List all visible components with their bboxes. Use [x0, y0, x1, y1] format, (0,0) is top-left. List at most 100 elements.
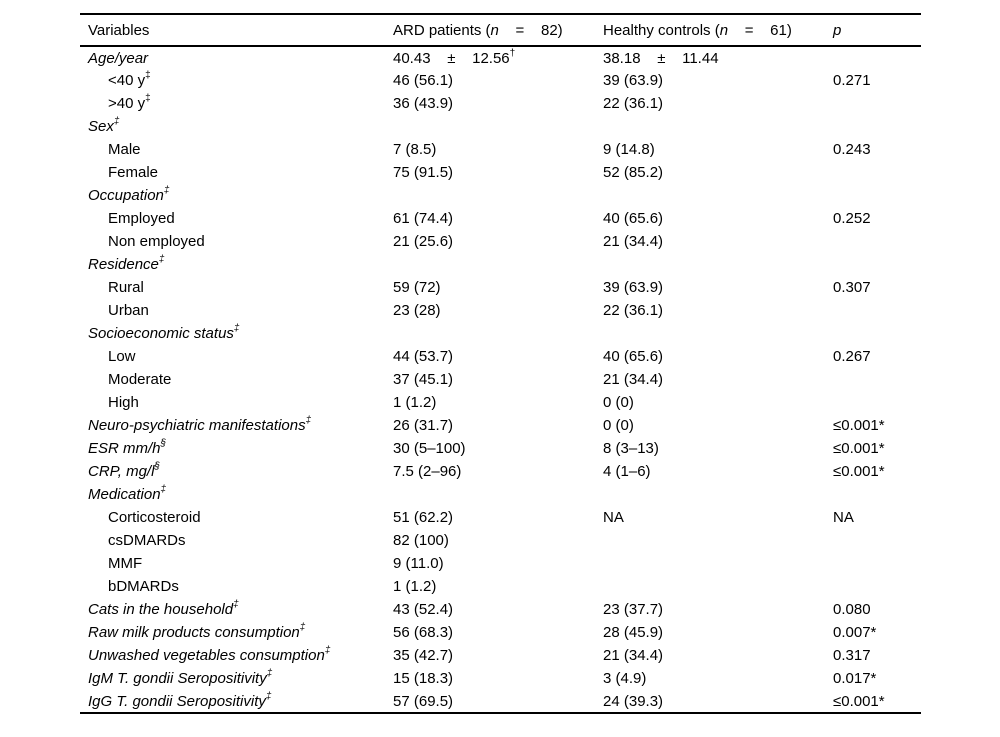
- footnote-marker: ‡: [233, 323, 240, 334]
- hc-value: 23 (37.7): [603, 601, 664, 618]
- ard-value: 56 (68.3): [393, 624, 454, 641]
- p-value-cell: [833, 184, 921, 207]
- hc-value-cell: [603, 184, 833, 207]
- hc-value-cell: [603, 529, 833, 552]
- hc-value-cell: NA: [603, 506, 833, 529]
- p-value-cell: [833, 322, 921, 345]
- table-row: Medication‡: [80, 483, 921, 506]
- row-label: CRP, mg/l: [88, 463, 155, 480]
- hc-value: 38.18 ± 11.44: [603, 49, 719, 67]
- hc-value-cell: 22 (36.1): [603, 299, 833, 322]
- row-label-cell: Male: [80, 138, 393, 161]
- row-label-cell: MMF: [80, 552, 393, 575]
- table-row: Socioeconomic status‡: [80, 322, 921, 345]
- hc-value: 39 (63.9): [603, 279, 664, 296]
- hc-value: 3 (4.9): [603, 670, 647, 687]
- p-value-cell: [833, 253, 921, 276]
- row-label: Neuro-psychiatric manifestations: [88, 417, 306, 434]
- col-header-ard-count: = 82): [498, 21, 563, 39]
- row-label-cell: Low: [80, 345, 393, 368]
- ard-value-cell: 59 (72): [393, 276, 603, 299]
- ard-value-cell: 15 (18.3): [393, 667, 603, 690]
- ard-value-cell: [393, 322, 603, 345]
- table-row: Moderate 37 (45.1) 21 (34.4): [80, 368, 921, 391]
- table-row: CRP, mg/l§ 7.5 (2–96) 4 (1–6) ≤0.001*: [80, 460, 921, 483]
- row-label-cell: IgM T. gondii Seropositivity‡: [80, 667, 393, 690]
- ard-value-cell: 7.5 (2–96): [393, 460, 603, 483]
- p-value-cell: 0.252: [833, 207, 921, 230]
- ard-value: 57 (69.5): [393, 692, 454, 710]
- footnote-marker: §: [160, 438, 167, 449]
- hc-value-cell: 21 (34.4): [603, 644, 833, 667]
- row-label-cell: Neuro-psychiatric manifestations‡: [80, 414, 393, 437]
- p-value: 0.007*: [833, 624, 877, 641]
- ard-value-cell: 61 (74.4): [393, 207, 603, 230]
- p-value: 0.243: [833, 141, 871, 158]
- ard-value-cell: 36 (43.9): [393, 92, 603, 115]
- row-label: Cats in the household: [88, 601, 234, 618]
- table-row: Low 44 (53.7) 40 (65.6) 0.267: [80, 345, 921, 368]
- ard-value-cell: 26 (31.7): [393, 414, 603, 437]
- table-row: Neuro-psychiatric manifestations‡ 26 (31.…: [80, 414, 921, 437]
- ard-value: 15 (18.3): [393, 670, 454, 687]
- hc-value: 9 (14.8): [603, 141, 655, 158]
- p-value-cell: [833, 46, 921, 69]
- row-label: Corticosteroid: [108, 509, 201, 526]
- ard-value: 75 (91.5): [393, 164, 454, 181]
- table-row: Occupation‡: [80, 184, 921, 207]
- col-header-hc-n: n: [719, 21, 729, 39]
- col-header-p: p: [833, 21, 842, 39]
- p-value: ≤0.001*: [833, 417, 885, 434]
- row-label-cell: bDMARDs: [80, 575, 393, 598]
- hc-value-cell: 52 (85.2): [603, 161, 833, 184]
- row-label: Residence: [88, 256, 159, 273]
- ard-value: 59 (72): [393, 279, 441, 296]
- ard-value-cell: 51 (62.2): [393, 506, 603, 529]
- hc-value: 22 (36.1): [603, 95, 664, 112]
- ard-value: 82 (100): [393, 532, 449, 549]
- col-header-ard-text: ARD patients (: [393, 21, 491, 39]
- p-value-cell: [833, 92, 921, 115]
- row-label-cell: Moderate: [80, 368, 393, 391]
- col-header-ard-patients: ARD patients (n = 82): [393, 14, 603, 46]
- row-label: Male: [108, 141, 141, 158]
- p-value-cell: [833, 575, 921, 598]
- footnote-marker: ‡: [158, 254, 165, 265]
- row-label: IgG T. gondii Seropositivity: [88, 692, 266, 710]
- hc-value-cell: [603, 115, 833, 138]
- ard-value-cell: 1 (1.2): [393, 575, 603, 598]
- row-label: >40 y: [108, 95, 146, 112]
- hc-value: NA: [603, 509, 624, 526]
- ard-value-cell: 30 (5–100): [393, 437, 603, 460]
- hc-value: 21 (34.4): [603, 371, 664, 388]
- ard-value-cell: 57 (69.5): [393, 690, 603, 713]
- row-label: bDMARDs: [108, 578, 179, 595]
- p-value: 0.307: [833, 279, 871, 296]
- table-row: Male 7 (8.5) 9 (14.8) 0.243: [80, 138, 921, 161]
- footnote-marker: ‡: [163, 185, 170, 196]
- table-row: ESR mm/h§ 30 (5–100) 8 (3–13) ≤0.001*: [80, 437, 921, 460]
- p-value: NA: [833, 509, 854, 526]
- p-value-cell: 0.080: [833, 598, 921, 621]
- table-row: MMF 9 (11.0): [80, 552, 921, 575]
- ard-value: 30 (5–100): [393, 440, 466, 457]
- row-label: High: [108, 394, 139, 411]
- row-label-cell: Age/year: [80, 46, 393, 69]
- hc-value: 21 (34.4): [603, 233, 664, 250]
- footnote-marker: ‡: [265, 690, 272, 702]
- col-header-healthy-controls: Healthy controls (n = 61): [603, 14, 833, 46]
- p-value-cell: [833, 161, 921, 184]
- hc-value-cell: 23 (37.7): [603, 598, 833, 621]
- row-label-cell: IgG T. gondii Seropositivity‡: [80, 690, 393, 713]
- row-label: Non employed: [108, 233, 205, 250]
- row-label: Moderate: [108, 371, 172, 388]
- row-label: Rural: [108, 279, 144, 296]
- row-label: ESR mm/h: [88, 440, 161, 457]
- row-label-cell: Unwashed vegetables consumption‡: [80, 644, 393, 667]
- hc-value-cell: 4 (1–6): [603, 460, 833, 483]
- ard-value: 44 (53.7): [393, 348, 454, 365]
- table-row: Urban 23 (28) 22 (36.1): [80, 299, 921, 322]
- table-row: Non employed 21 (25.6) 21 (34.4): [80, 230, 921, 253]
- hc-value-cell: 22 (36.1): [603, 92, 833, 115]
- table-row: Residence‡: [80, 253, 921, 276]
